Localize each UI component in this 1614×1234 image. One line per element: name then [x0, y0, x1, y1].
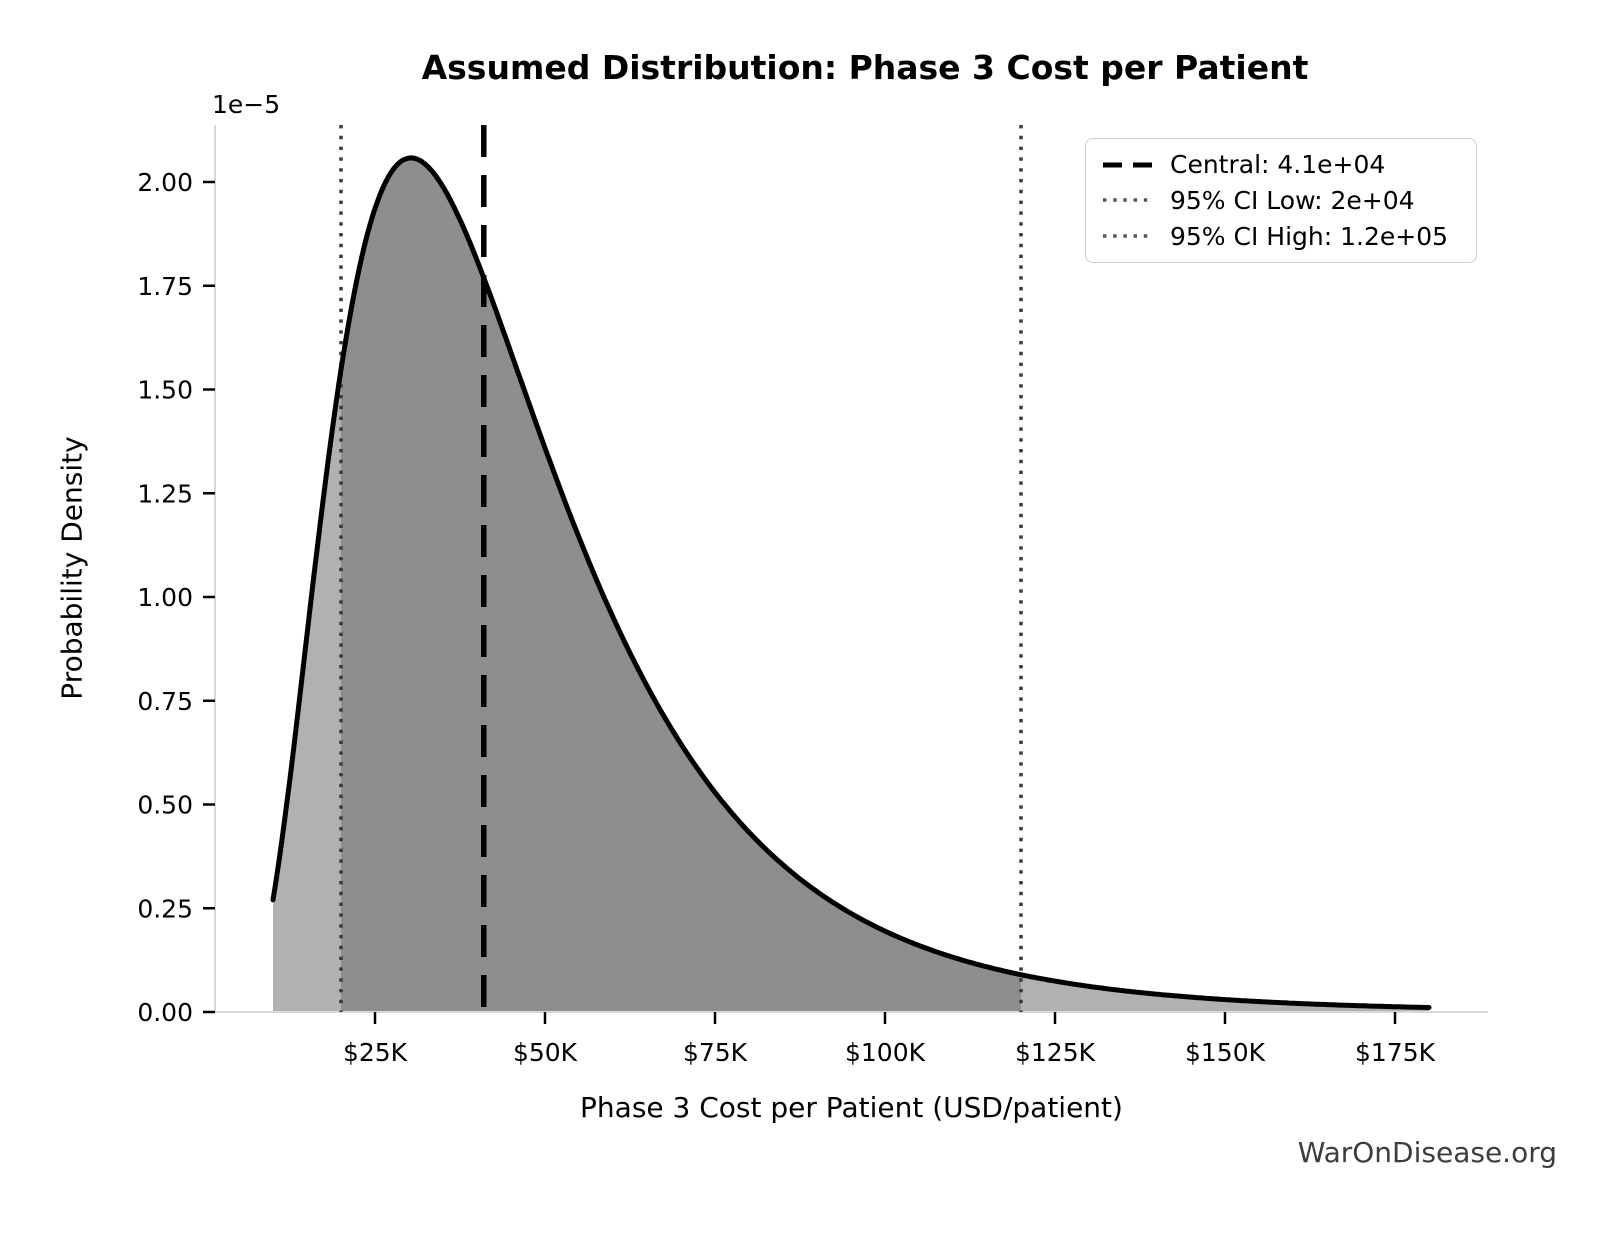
- y-tick-label: 0.00: [137, 998, 193, 1027]
- legend-entry-central: Central: 4.1e+04: [1102, 150, 1460, 179]
- y-tick-label: 2.00: [137, 168, 193, 197]
- y-tick-label: 1.25: [137, 479, 193, 508]
- legend-label-ci-low: 95% CI Low: 2e+04: [1170, 185, 1415, 215]
- x-tick-label: $75K: [683, 1038, 748, 1067]
- legend-label-ci-high: 95% CI High: 1.2e+05: [1170, 221, 1449, 251]
- chart-title: Assumed Distribution: Phase 3 Cost per P…: [421, 48, 1309, 87]
- legend-label-central: Central: 4.1e+04: [1170, 150, 1386, 180]
- y-tick-label: 0.50: [137, 791, 193, 820]
- dotted-line-icon: [1103, 234, 1153, 238]
- x-tick-label: $100K: [845, 1038, 926, 1067]
- y-axis-label: Probability Density: [55, 436, 89, 700]
- y-axis-scale-offset: 1e−5: [212, 90, 281, 119]
- x-axis-label: Phase 3 Cost per Patient (USD/patient): [580, 1091, 1123, 1124]
- legend-entry-ci-low: 95% CI Low: 2e+04: [1102, 186, 1460, 215]
- y-tick-label: 1.50: [137, 376, 193, 405]
- density-curve: [270, 155, 1432, 1010]
- x-tick-label: $175K: [1355, 1038, 1436, 1067]
- y-tick-label: 0.25: [137, 894, 193, 923]
- legend-entry-ci-high: 95% CI High: 1.2e+05: [1102, 222, 1460, 251]
- x-tick-label: $150K: [1185, 1038, 1266, 1067]
- dashed-line-icon: [1103, 162, 1153, 168]
- y-tick-label: 0.75: [137, 687, 193, 716]
- x-tick-label: $25K: [343, 1038, 408, 1067]
- legend: Central: 4.1e+04 95% CI Low: 2e+04 95% C…: [1085, 138, 1477, 263]
- x-tick-label: $50K: [513, 1038, 578, 1067]
- y-tick-label: 1.75: [137, 272, 193, 301]
- density-area-ci-band: [341, 157, 1021, 1012]
- watermark: WarOnDisease.org: [1297, 1136, 1557, 1169]
- y-tick-label: 1.00: [137, 583, 193, 612]
- dotted-line-icon: [1103, 198, 1153, 203]
- x-tick-label: $125K: [1015, 1038, 1096, 1067]
